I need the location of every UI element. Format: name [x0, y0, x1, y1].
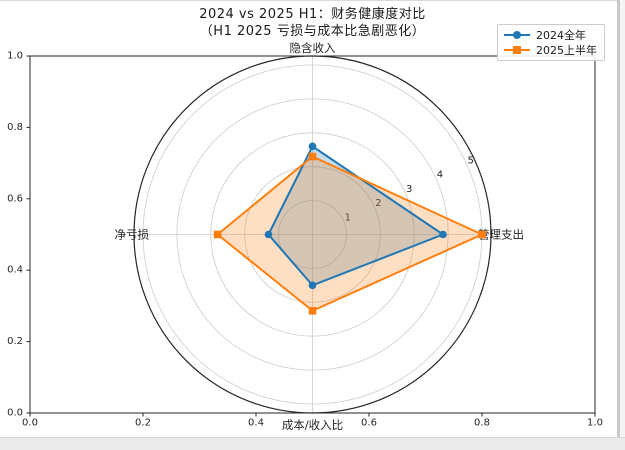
data-point-circle — [308, 142, 317, 151]
data-point-square — [478, 230, 486, 239]
legend-item-2025h1: 2025上半年 — [504, 43, 597, 57]
y-tick-label: 0.0 — [7, 408, 23, 419]
square-marker-icon — [513, 46, 521, 54]
x-tick-label: 0.2 — [135, 417, 151, 428]
data-point-circle — [439, 230, 447, 239]
window-edge-right — [617, 0, 625, 450]
circle-marker-icon — [513, 31, 521, 39]
chart-title: 2024 vs 2025 H1：财务健康度对比 — [199, 7, 426, 22]
data-point-circle — [308, 281, 317, 290]
x-tick-label: 0.6 — [361, 417, 377, 428]
y-tick-label: 0.8 — [7, 122, 23, 133]
radial-tick-label: 1 — [345, 213, 351, 224]
y-tick-label: 0.4 — [7, 265, 23, 276]
y-tick-label: 1.0 — [7, 51, 23, 62]
radial-tick-label: 2 — [375, 198, 381, 209]
axis-label-left: 净亏损 — [115, 228, 150, 242]
window-edge-bottom — [0, 437, 625, 450]
legend-swatch-2024 — [504, 31, 530, 39]
data-point-square — [308, 152, 317, 161]
x-tick-label: 0.0 — [22, 417, 38, 428]
chart-subtitle: （H1 2025 亏损与成本比急剧恶化） — [199, 24, 426, 39]
data-point-square — [213, 230, 222, 239]
radial-tick-label: 3 — [406, 184, 412, 195]
legend-swatch-2025h1 — [504, 46, 530, 54]
x-tick-label: 1.0 — [587, 417, 603, 428]
data-point-square — [308, 306, 317, 315]
radar-outer-spine — [133, 55, 492, 414]
axis-label-bottom: 成本/收入比 — [282, 418, 343, 432]
legend-label-2025h1: 2025上半年 — [536, 44, 597, 57]
x-tick-label: 0.8 — [474, 417, 490, 428]
legend-item-2024: 2024全年 — [504, 28, 597, 42]
series-fill-1 — [217, 156, 482, 311]
y-tick-label: 0.2 — [7, 336, 23, 347]
x-tick-label: 0.4 — [248, 417, 264, 428]
legend-label-2024: 2024全年 — [536, 29, 586, 42]
radial-tick-label: 4 — [437, 170, 443, 181]
y-tick-label: 0.6 — [7, 193, 23, 204]
radial-tick-label: 5 — [467, 155, 473, 166]
data-point-circle — [264, 230, 273, 239]
window-edge-top — [0, 0, 625, 1]
legend: 2024全年 2025上半年 — [497, 24, 605, 61]
axis-label-right: 管理支出 — [478, 228, 524, 242]
axis-label-top: 隐含收入 — [290, 41, 336, 55]
